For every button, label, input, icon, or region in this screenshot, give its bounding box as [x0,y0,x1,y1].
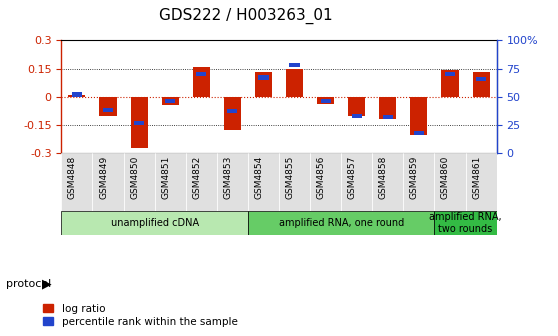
FancyBboxPatch shape [61,211,248,235]
Bar [441,71,459,97]
Text: GSM4857: GSM4857 [348,156,357,199]
Bar [352,114,362,118]
Bar [348,97,365,116]
FancyBboxPatch shape [279,153,310,211]
Text: GSM4854: GSM4854 [254,156,263,199]
Bar [476,77,486,81]
FancyBboxPatch shape [93,153,123,211]
FancyBboxPatch shape [435,211,497,235]
FancyBboxPatch shape [61,153,93,211]
Bar [131,97,148,148]
Bar [320,99,331,103]
Bar [414,131,424,135]
Text: GSM4860: GSM4860 [441,156,450,199]
Bar [317,97,334,104]
Bar [445,72,455,76]
Text: GSM4861: GSM4861 [472,156,481,199]
Bar [224,97,241,130]
Text: GSM4855: GSM4855 [286,156,295,199]
Bar [286,69,303,97]
Text: GDS222 / H003263_01: GDS222 / H003263_01 [158,7,333,24]
FancyBboxPatch shape [403,153,435,211]
Text: GSM4858: GSM4858 [379,156,388,199]
Bar [72,92,82,96]
Bar [162,97,179,105]
FancyBboxPatch shape [248,211,435,235]
FancyBboxPatch shape [372,153,403,211]
Bar [473,72,489,97]
Bar [134,121,144,125]
Bar [69,95,85,97]
Text: GSM4852: GSM4852 [193,156,201,199]
Bar [165,99,175,103]
FancyBboxPatch shape [435,153,465,211]
FancyBboxPatch shape [248,153,279,211]
Text: ▶: ▶ [42,278,52,290]
Text: GSM4853: GSM4853 [223,156,232,199]
Text: GSM4848: GSM4848 [68,156,77,199]
Text: amplified RNA, one round: amplified RNA, one round [278,218,404,228]
Bar [103,108,113,112]
Text: GSM4859: GSM4859 [410,156,419,199]
Text: protocol: protocol [6,279,51,289]
Legend: log ratio, percentile rank within the sample: log ratio, percentile rank within the sa… [39,299,242,331]
Bar [290,63,300,67]
FancyBboxPatch shape [341,153,372,211]
Bar [227,109,238,114]
Text: unamplified cDNA: unamplified cDNA [110,218,199,228]
Bar [258,76,268,80]
Bar [196,72,206,76]
Bar [383,115,393,119]
FancyBboxPatch shape [217,153,248,211]
FancyBboxPatch shape [310,153,341,211]
Bar [379,97,396,119]
Text: GSM4850: GSM4850 [130,156,139,199]
FancyBboxPatch shape [155,153,186,211]
Text: GSM4849: GSM4849 [99,156,108,199]
FancyBboxPatch shape [465,153,497,211]
FancyBboxPatch shape [123,153,155,211]
Bar [410,97,427,135]
Bar [193,67,210,97]
Bar [255,72,272,97]
Text: GSM4856: GSM4856 [316,156,326,199]
Text: amplified RNA,
two rounds: amplified RNA, two rounds [429,212,502,234]
Bar [99,97,117,116]
Text: GSM4851: GSM4851 [161,156,170,199]
FancyBboxPatch shape [186,153,217,211]
